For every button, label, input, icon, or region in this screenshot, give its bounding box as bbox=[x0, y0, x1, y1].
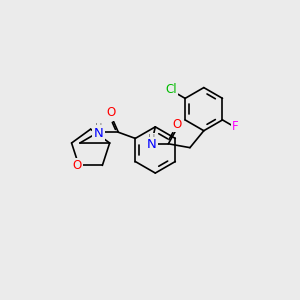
Text: Cl: Cl bbox=[165, 83, 177, 96]
Text: O: O bbox=[106, 106, 115, 119]
Text: H: H bbox=[94, 123, 102, 133]
Text: O: O bbox=[73, 159, 82, 172]
Text: O: O bbox=[172, 118, 182, 131]
Text: F: F bbox=[232, 120, 238, 134]
Text: N: N bbox=[93, 127, 103, 140]
Text: N: N bbox=[147, 138, 156, 151]
Text: H: H bbox=[148, 134, 155, 144]
